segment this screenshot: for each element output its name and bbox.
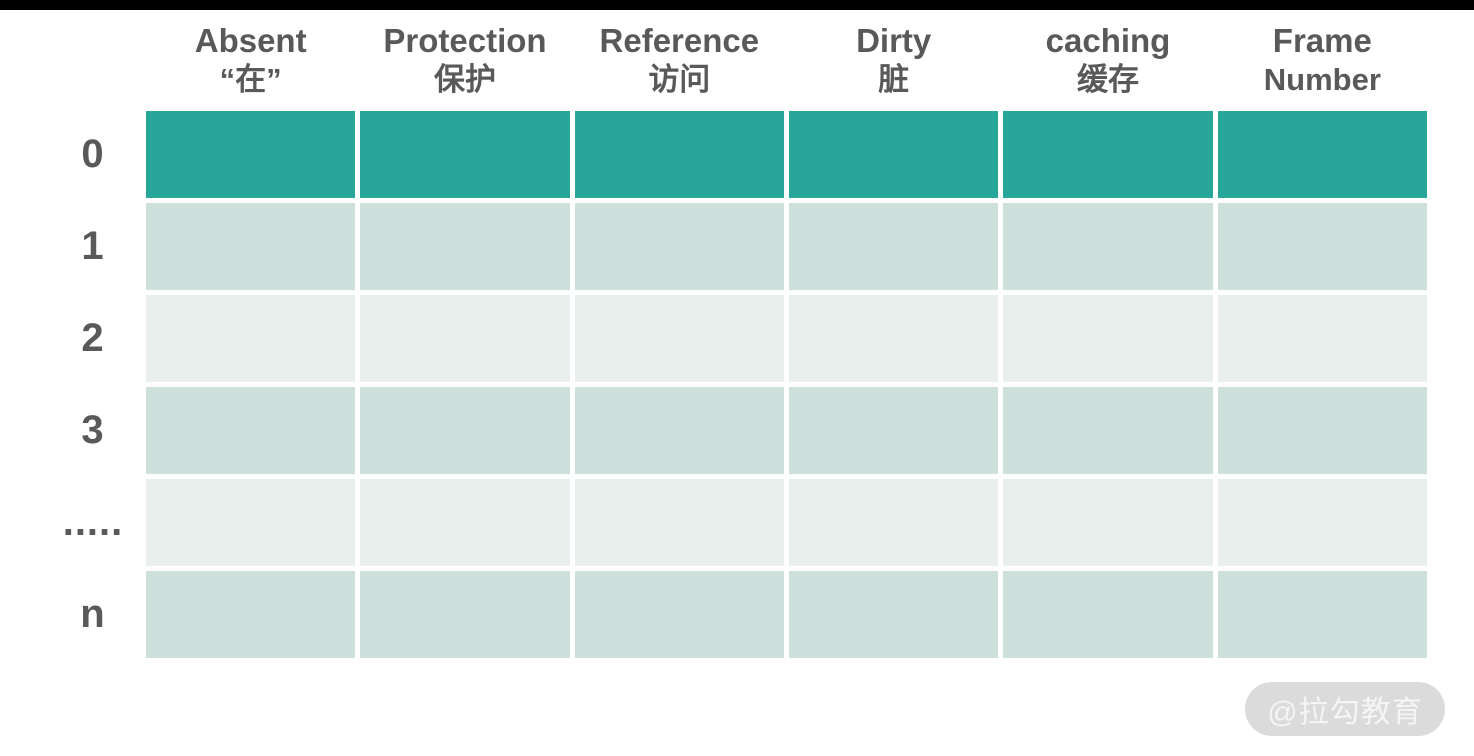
top-black-bar [0,0,1474,10]
page-table-entry-diagram: Absent “在” Protection 保护 Reference 访问 Di… [63,14,1427,658]
column-header-sublabel: 脏 [878,62,910,98]
table-row-1: 1 [81,203,1427,290]
table-cell [360,111,570,198]
table-cell [360,571,570,658]
watermark-badge: @拉勾教育 [1245,682,1445,736]
table-row-0: 0 [81,111,1427,198]
table-cell [146,387,356,474]
table-cell [146,571,356,658]
table-cell [146,295,356,382]
table-cell [360,203,570,290]
table-cell [788,571,999,658]
table-row-3: 3 [81,387,1427,474]
table-cell [574,571,784,658]
table-cell [574,203,784,290]
table-cell [1003,387,1213,474]
table-cell [788,203,999,290]
row-label: 2 [81,316,105,360]
table-cell [1003,571,1213,658]
column-header-absent: Absent “在” [146,14,355,107]
table-cell [1003,295,1213,382]
row-label: ..... [62,500,124,544]
table-cell [1217,111,1427,198]
table-cell [1217,387,1427,474]
row-label: n [80,592,106,636]
column-header-protection: Protection 保护 [360,14,569,107]
column-header-sublabel: 访问 [648,62,711,98]
column-header-frame-number: Frame Number [1218,14,1427,107]
table-cell [360,387,570,474]
column-header-dirty: Dirty 脏 [789,14,998,107]
table-cell [788,479,999,566]
table-row-ellipsis: ..... [63,479,1427,566]
table-cell [146,479,356,566]
table-cell [1217,203,1427,290]
table-cell [788,387,999,474]
column-header-reference: Reference 访问 [575,14,784,107]
table-cell [788,111,999,198]
table-cell [1217,571,1427,658]
column-header-label: Reference [599,22,760,59]
table-cell [574,479,784,566]
table-cell [1217,479,1427,566]
table-cell [1217,295,1427,382]
table-row-2: 2 [81,295,1427,382]
table-body: 0 1 2 3 [63,111,1427,658]
table-cell [1003,479,1213,566]
column-header-sublabel: 缓存 [1076,62,1139,98]
row-label: 0 [81,132,105,176]
table-cell [360,295,570,382]
table-header-row: Absent “在” Protection 保护 Reference 访问 Di… [146,14,1427,107]
column-header-sublabel: “在” [219,62,282,98]
row-label: 3 [81,408,105,452]
column-header-label: Absent [194,22,307,59]
column-header-sublabel: Number [1263,62,1381,98]
column-header-label: caching [1045,22,1171,59]
table-row-n: n [80,571,1427,658]
table-cell [574,111,784,198]
table-cell [574,387,784,474]
column-header-label: Frame [1272,22,1372,59]
table-cell [1003,203,1213,290]
table-cell [146,111,356,198]
watermark-text: @拉勾教育 [1267,696,1423,729]
table-cell [360,479,570,566]
column-header-label: Dirty [856,22,932,59]
table-cell [1003,111,1213,198]
column-header-caching: caching 缓存 [1003,14,1212,107]
table-cell [146,203,356,290]
table-cell [574,295,784,382]
column-header-label: Protection [383,22,547,59]
table-cell [788,295,999,382]
row-label: 1 [81,224,105,268]
column-header-sublabel: 保护 [433,62,496,98]
